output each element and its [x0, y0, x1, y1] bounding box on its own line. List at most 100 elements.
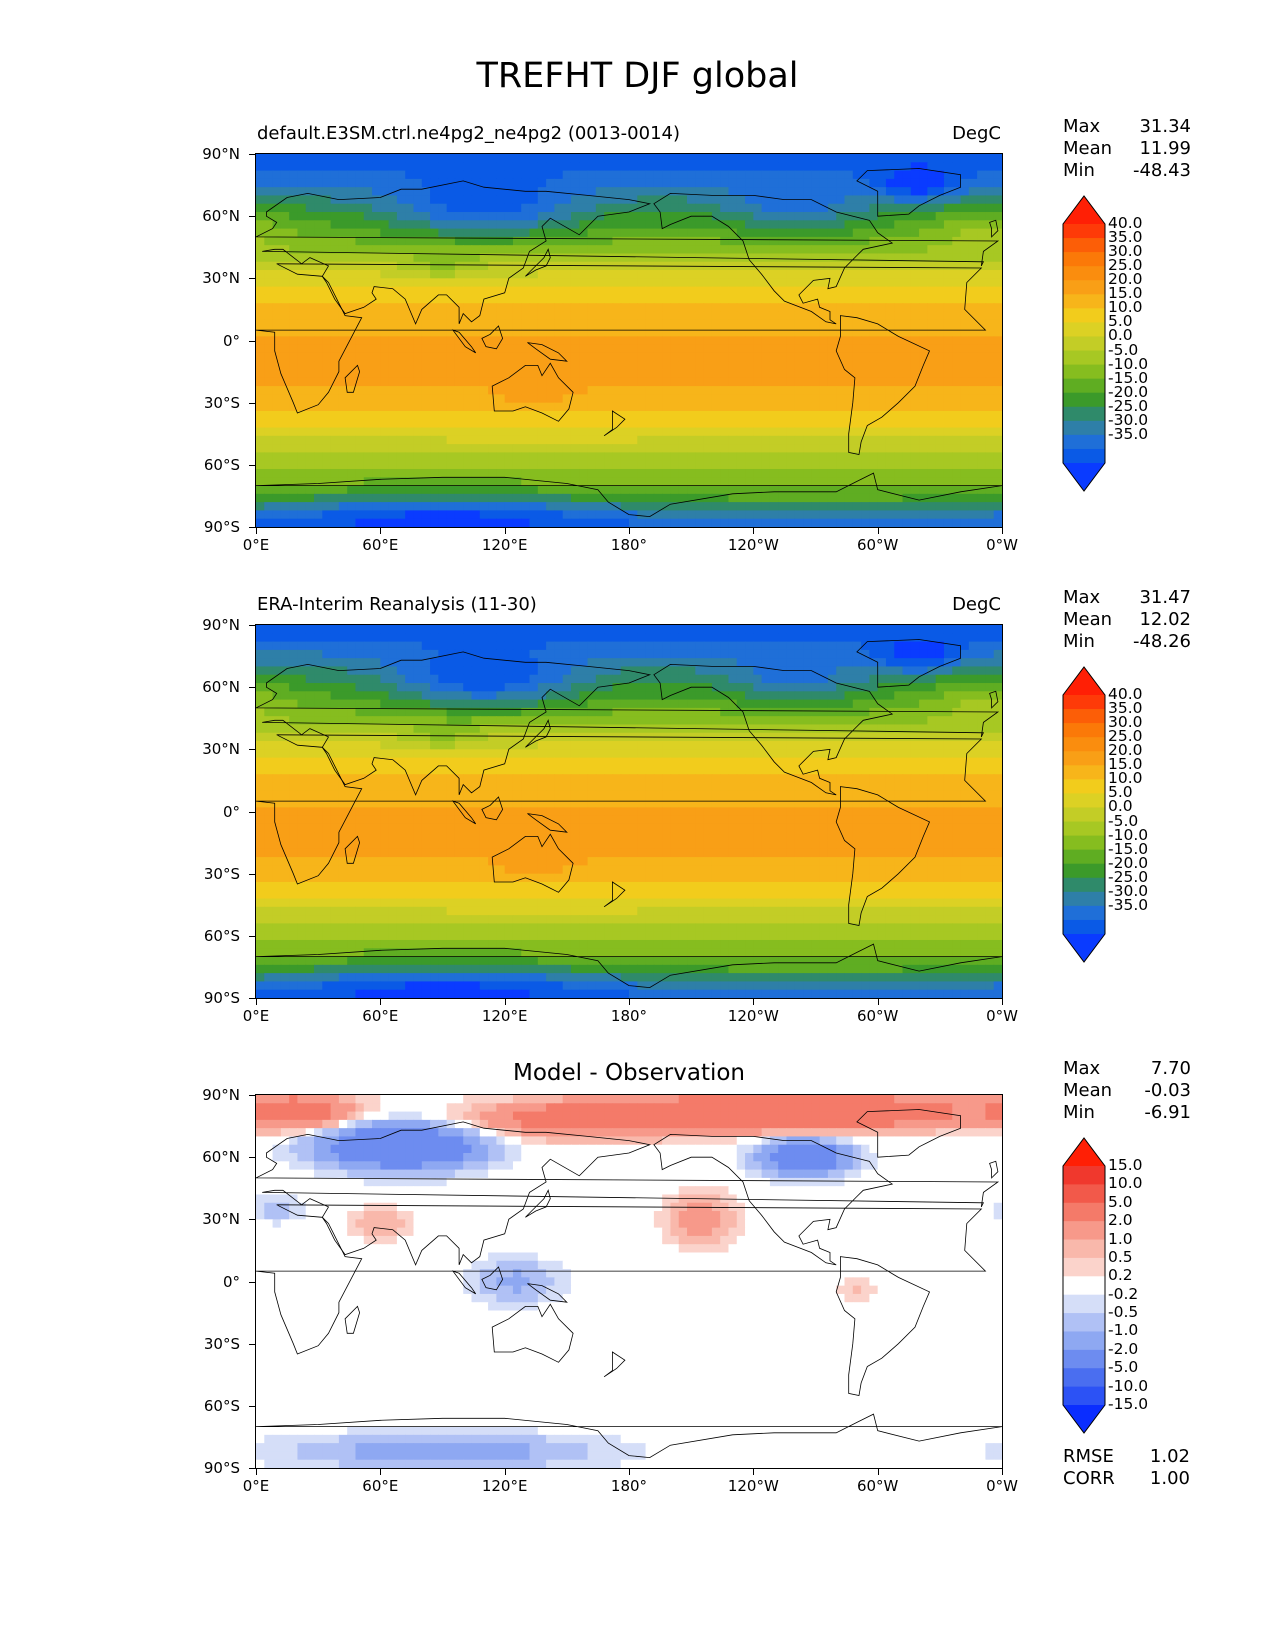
- coastline: [344, 364, 361, 393]
- field-cell: [968, 435, 978, 445]
- field-cell: [861, 435, 870, 445]
- field-cell: [347, 460, 357, 470]
- field-cell: [554, 633, 564, 643]
- field-cell: [827, 195, 837, 205]
- field-cell: [844, 518, 854, 527]
- field-cell: [297, 510, 307, 520]
- field-cell: [836, 336, 846, 346]
- field-cell: [529, 253, 539, 263]
- field-cell: [952, 344, 962, 354]
- field-cell: [794, 435, 804, 445]
- field-cell: [670, 344, 680, 354]
- field-cell: [869, 386, 879, 395]
- field-cell: [852, 666, 862, 676]
- field-cell: [778, 485, 788, 495]
- field-cell: [869, 625, 879, 634]
- field-cell: [338, 203, 348, 213]
- field-cell: [305, 402, 315, 412]
- field-cell: [753, 518, 763, 527]
- field-cell: [885, 311, 895, 321]
- field-cell: [662, 386, 672, 395]
- field-cell: [703, 649, 713, 659]
- field-cell: [827, 253, 837, 263]
- field-cell: [877, 261, 887, 271]
- field-cell: [753, 477, 763, 487]
- field-cell: [653, 270, 663, 279]
- field-cell: [388, 468, 398, 478]
- field-cell: [637, 203, 647, 213]
- field-cell: [380, 245, 390, 255]
- field-cell: [380, 195, 390, 205]
- field-cell: [910, 228, 920, 238]
- field-cell: [902, 278, 912, 288]
- field-cell: [977, 311, 987, 321]
- field-cell: [488, 468, 497, 478]
- field-cell: [811, 394, 821, 404]
- field-cell: [761, 294, 771, 304]
- field-cell: [678, 212, 688, 221]
- field-cell: [736, 162, 746, 172]
- field-cell: [396, 352, 406, 362]
- field-cell: [977, 699, 987, 709]
- field-cell: [314, 352, 323, 362]
- field-cell: [330, 518, 340, 527]
- field-cell: [570, 460, 580, 470]
- field-cell: [695, 394, 705, 404]
- field-cell: [927, 236, 937, 246]
- field-cell: [670, 386, 680, 395]
- field-cell: [703, 187, 713, 197]
- field-cell: [927, 319, 937, 329]
- field-cell: [960, 468, 970, 478]
- field-cell: [579, 452, 589, 462]
- field-cell: [861, 203, 870, 213]
- field-cell: [554, 649, 564, 659]
- field-cell: [512, 485, 522, 495]
- field-cell: [322, 187, 332, 197]
- field-cell: [595, 319, 605, 329]
- field-cell: [405, 203, 415, 213]
- field-cell: [844, 666, 854, 676]
- field-cell: [952, 444, 962, 453]
- field-cell: [952, 328, 962, 337]
- field-cell: [769, 236, 779, 246]
- field-cell: [736, 435, 746, 445]
- field-cell: [711, 410, 721, 420]
- field-cell: [562, 245, 572, 255]
- field-cell: [720, 485, 730, 495]
- field-cell: [977, 303, 987, 313]
- field-cell: [297, 311, 307, 321]
- field-cell: [338, 641, 348, 651]
- field-cell: [471, 336, 481, 346]
- field-cell: [463, 683, 473, 692]
- field-cell: [662, 286, 672, 296]
- field-cell: [968, 236, 978, 246]
- field-cell: [264, 261, 274, 271]
- field-cell: [687, 154, 696, 163]
- field-cell: [438, 178, 448, 188]
- field-cell: [537, 641, 547, 651]
- field-cell: [430, 485, 439, 495]
- field-cell: [297, 361, 307, 371]
- field-cell: [405, 195, 415, 205]
- field-cell: [703, 162, 713, 172]
- field-cell: [430, 468, 439, 478]
- field-cell: [504, 460, 514, 470]
- field-cell: [612, 402, 622, 412]
- field-cell: [745, 468, 754, 478]
- field-cell: [562, 212, 572, 221]
- field-cell: [546, 394, 555, 404]
- field-cell: [695, 154, 705, 163]
- field-cell: [811, 245, 821, 255]
- field-cell: [745, 369, 754, 379]
- field-cell: [347, 344, 357, 354]
- field-cell: [720, 435, 730, 445]
- field-cell: [512, 510, 522, 520]
- field-cell: [629, 427, 638, 437]
- field-cell: [496, 303, 506, 313]
- field-cell: [305, 510, 315, 520]
- field-cell: [579, 361, 589, 371]
- field-cell: [322, 649, 332, 659]
- field-cell: [454, 419, 464, 429]
- field-cell: [927, 203, 937, 213]
- field-cell: [678, 402, 688, 412]
